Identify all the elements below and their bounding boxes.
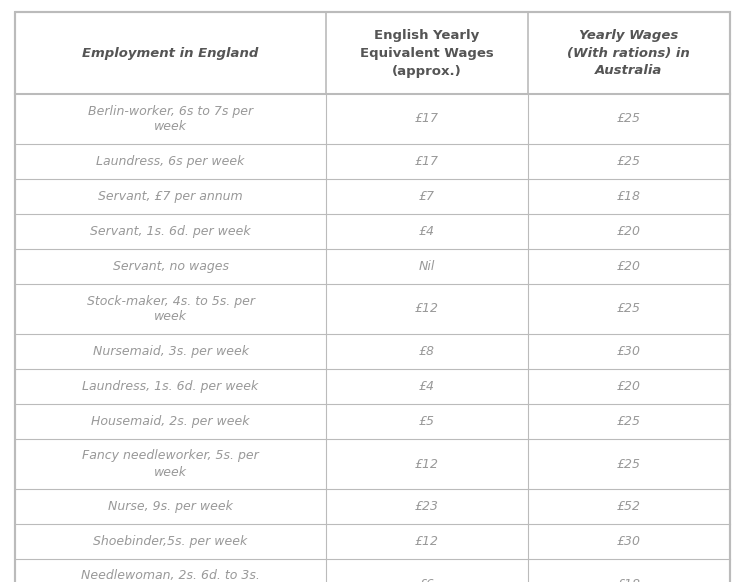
Text: Nurse, 9s. per week: Nurse, 9s. per week <box>108 500 233 513</box>
Text: Employment in England: Employment in England <box>83 47 259 59</box>
Text: Nursemaid, 3s. per week: Nursemaid, 3s. per week <box>92 345 249 358</box>
Text: £7: £7 <box>419 190 435 203</box>
Text: English Yearly
Equivalent Wages
(approx.): English Yearly Equivalent Wages (approx.… <box>360 29 494 77</box>
Text: £23: £23 <box>415 500 439 513</box>
Text: Laundress, 6s per week: Laundress, 6s per week <box>96 155 244 168</box>
Text: Shoebinder,5s. per week: Shoebinder,5s. per week <box>93 535 247 548</box>
Text: Nil: Nil <box>419 260 435 273</box>
Text: Servant, £7 per annum: Servant, £7 per annum <box>98 190 243 203</box>
Text: £25: £25 <box>617 155 641 168</box>
Text: Needlewoman, 2s. 6d. to 3s.
per week: Needlewoman, 2s. 6d. to 3s. per week <box>81 570 260 582</box>
Text: Stock-maker, 4s. to 5s. per
week: Stock-maker, 4s. to 5s. per week <box>86 294 255 324</box>
Text: £4: £4 <box>419 225 435 238</box>
Text: £12: £12 <box>415 303 439 315</box>
Text: £6: £6 <box>419 577 435 582</box>
Text: £25: £25 <box>617 112 641 126</box>
Text: £18: £18 <box>617 577 641 582</box>
Text: Yearly Wages
(With rations) in
Australia: Yearly Wages (With rations) in Australia <box>568 29 690 77</box>
Text: £18: £18 <box>617 190 641 203</box>
Text: £8: £8 <box>419 345 435 358</box>
Text: Laundress, 1s. 6d. per week: Laundress, 1s. 6d. per week <box>83 380 259 393</box>
Text: £12: £12 <box>415 535 439 548</box>
Text: Berlin-worker, 6s to 7s per
week: Berlin-worker, 6s to 7s per week <box>88 105 253 133</box>
Text: £20: £20 <box>617 260 641 273</box>
Text: £52: £52 <box>617 500 641 513</box>
Text: £17: £17 <box>415 112 439 126</box>
Text: £25: £25 <box>617 415 641 428</box>
Text: Servant, no wages: Servant, no wages <box>112 260 229 273</box>
Text: £25: £25 <box>617 303 641 315</box>
Text: Housemaid, 2s. per week: Housemaid, 2s. per week <box>91 415 250 428</box>
Text: £12: £12 <box>415 457 439 470</box>
Text: £30: £30 <box>617 345 641 358</box>
Text: £20: £20 <box>617 225 641 238</box>
Text: £30: £30 <box>617 535 641 548</box>
Text: £20: £20 <box>617 380 641 393</box>
Text: £17: £17 <box>415 155 439 168</box>
Text: Fancy needleworker, 5s. per
week: Fancy needleworker, 5s. per week <box>82 449 259 478</box>
Text: Servant, 1s. 6d. per week: Servant, 1s. 6d. per week <box>90 225 251 238</box>
Text: £5: £5 <box>419 415 435 428</box>
Text: £25: £25 <box>617 457 641 470</box>
Text: £4: £4 <box>419 380 435 393</box>
